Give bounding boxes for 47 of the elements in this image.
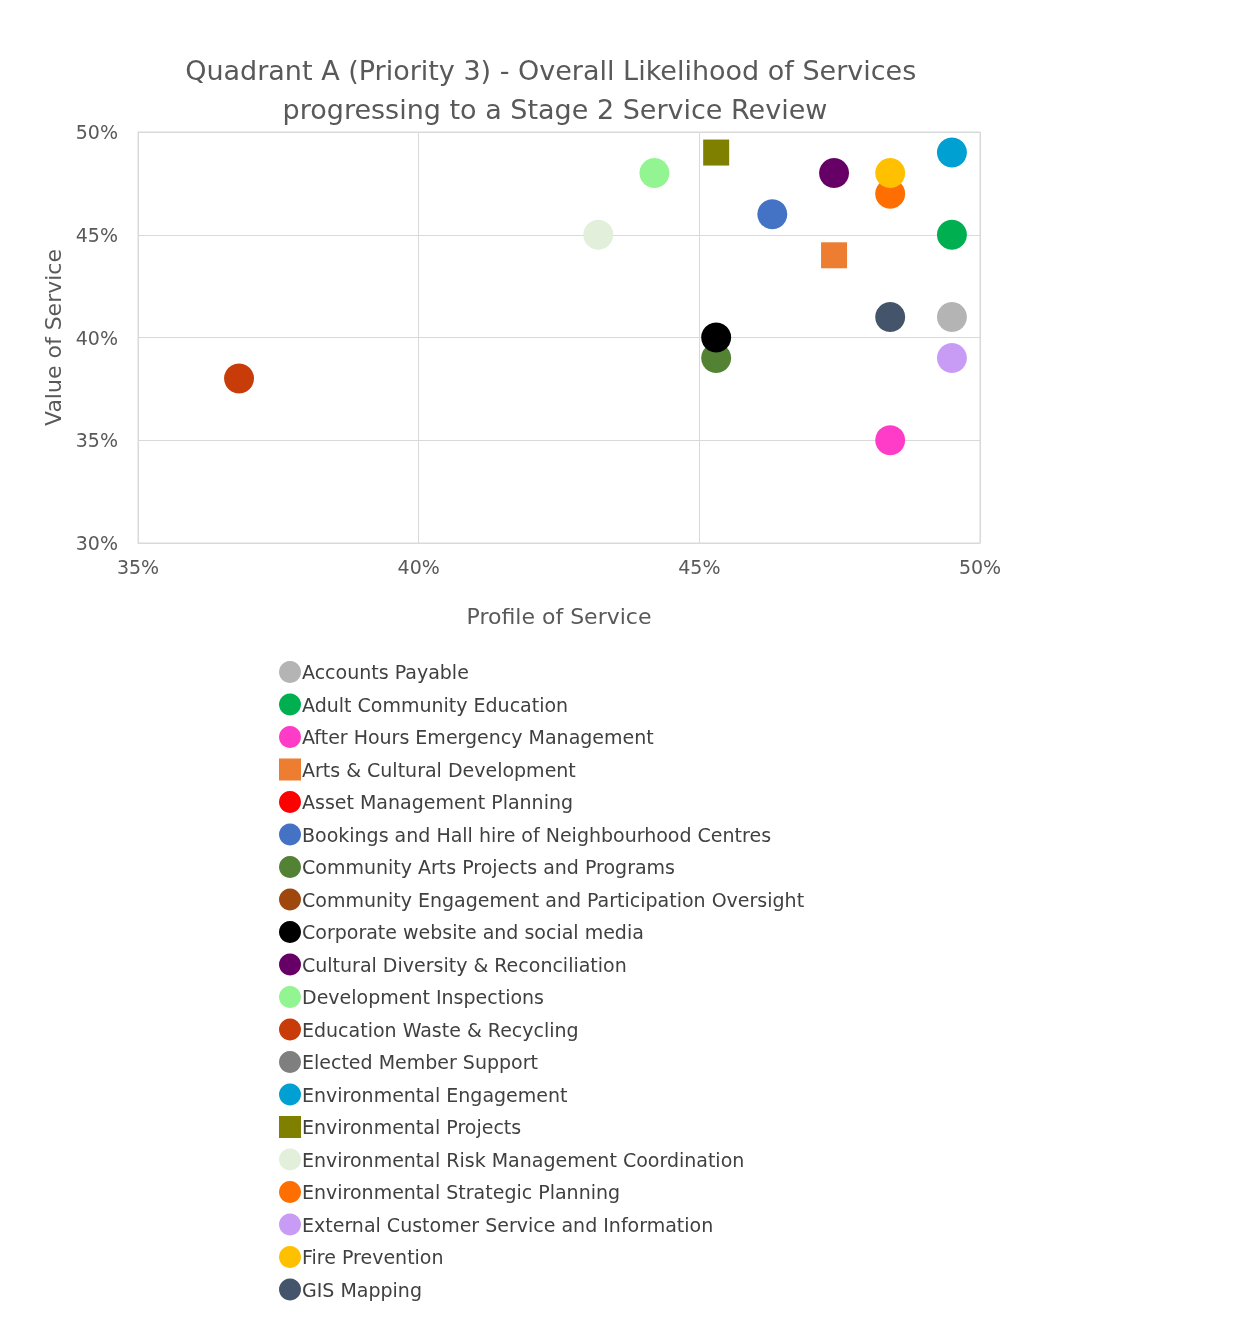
legend-label: Corporate website and social media — [302, 921, 644, 943]
point — [875, 158, 906, 189]
point — [936, 301, 967, 332]
y-tick-label: 50% — [75, 121, 118, 143]
x-tick-label: 50% — [958, 555, 1002, 578]
y-tick-label: 40% — [75, 326, 118, 349]
legend-label: Environmental Strategic Planning — [302, 1181, 621, 1203]
chart-title: Quadrant A (Priority 3) - Overall Likelihood of Services progressing to a Stage 2 Service Review — [185, 55, 925, 125]
point — [757, 199, 788, 230]
x-tick-label: 45% — [678, 555, 721, 578]
y-axis-title: Value of Service — [41, 249, 67, 426]
legend-label: Accounts Payable — [302, 661, 469, 683]
point — [703, 139, 730, 166]
legend-label: External Customer Service and Information — [302, 1213, 714, 1236]
point — [936, 137, 967, 168]
y-tick-label: 30% — [75, 532, 118, 554]
legend-label: Bookings and Hall hire of Neighbourhood Centres — [302, 823, 772, 846]
legend-label: Elected Member Support — [302, 1051, 538, 1073]
x-tick-label: 35% — [116, 555, 160, 578]
legend-label: Asset Management Planning — [302, 791, 574, 813]
legend-label: Cultural Diversity & Reconciliation — [302, 953, 627, 976]
y-tick-label: 35% — [75, 429, 118, 452]
legend-label: Community Engagement and Participation Oversight — [302, 888, 805, 911]
legend-label: Adult Community Education — [302, 693, 569, 716]
legend-label: Environmental Projects — [302, 1116, 522, 1138]
x-axis-title: Profile of Service — [466, 603, 652, 629]
point — [936, 219, 967, 250]
point — [701, 322, 732, 353]
point — [875, 425, 906, 456]
point — [875, 301, 906, 332]
legend-label: Environmental Risk Management Coordination — [302, 1148, 745, 1171]
point — [639, 158, 670, 189]
legend-label: Environmental Engagement — [302, 1083, 568, 1106]
legend-label: GIS Mapping — [302, 1278, 422, 1301]
point — [819, 158, 850, 189]
point — [936, 343, 967, 374]
point — [821, 242, 848, 269]
point — [224, 363, 255, 394]
legend-label: Education Waste & Recycling — [302, 1018, 579, 1041]
legend-label: Community Arts Projects and Programs — [302, 856, 675, 878]
point — [583, 219, 614, 250]
x-tick-label: 40% — [397, 555, 440, 578]
legend-label: Development Inspections — [302, 986, 544, 1008]
legend-label: After Hours Emergency Management — [302, 726, 654, 748]
y-tick-label: 45% — [75, 223, 118, 246]
legend-label: Arts & Cultural Development — [302, 758, 576, 781]
legend-label: Fire Prevention — [302, 1246, 444, 1268]
